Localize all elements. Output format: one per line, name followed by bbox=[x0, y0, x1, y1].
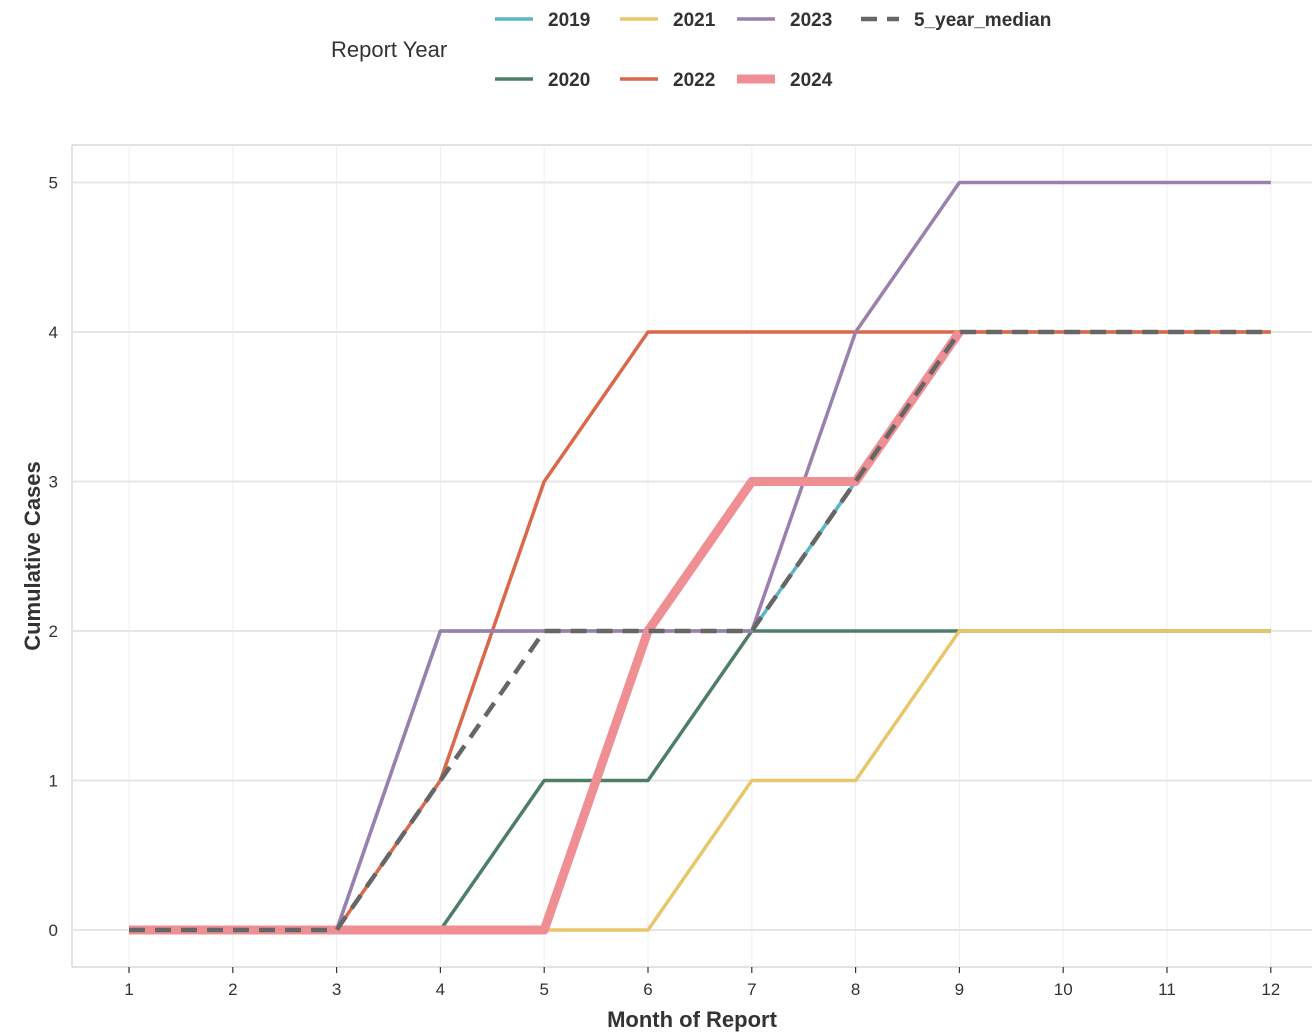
y-tick-label: 2 bbox=[49, 622, 58, 641]
x-tick-label: 3 bbox=[332, 980, 341, 999]
x-axis-title: Month of Report bbox=[607, 1007, 778, 1032]
x-axis-ticks: 1 2 3 4 5 6 7 8 9 10 11 12 bbox=[124, 967, 1280, 999]
y-tick-label: 3 bbox=[49, 473, 58, 492]
legend-label-2020: 2020 bbox=[548, 70, 590, 91]
legend-label-2021: 2021 bbox=[673, 10, 716, 31]
legend-title: Report Year bbox=[331, 37, 447, 62]
y-axis-ticks: 0 1 2 3 4 5 bbox=[49, 174, 58, 941]
legend-item-5_year_median: 5_year_median bbox=[861, 10, 1051, 31]
plot-area bbox=[71, 144, 1312, 968]
x-tick-label: 6 bbox=[643, 980, 652, 999]
legend-label-2022: 2022 bbox=[673, 70, 715, 91]
legend-label-2023: 2023 bbox=[790, 10, 832, 31]
legend-item-2021: 2021 bbox=[620, 10, 716, 31]
x-tick-label: 4 bbox=[436, 980, 445, 999]
x-tick-label: 2 bbox=[228, 980, 237, 999]
y-axis-title: Cumulative Cases bbox=[20, 461, 45, 651]
x-tick-label: 1 bbox=[124, 980, 133, 999]
y-tick-label: 0 bbox=[49, 921, 58, 940]
series-lines bbox=[129, 180, 1271, 935]
y-tick-label: 4 bbox=[49, 323, 58, 342]
x-tick-label: 9 bbox=[955, 980, 964, 999]
x-tick-label: 10 bbox=[1054, 980, 1073, 999]
legend-label-2019: 2019 bbox=[548, 10, 590, 31]
legend-item-2019: 2019 bbox=[495, 10, 590, 31]
x-tick-label: 11 bbox=[1158, 980, 1176, 999]
y-tick-label: 1 bbox=[49, 772, 58, 791]
legend: Report Year 2019 2021 2023 5_year_median 202… bbox=[331, 10, 1051, 91]
legend-item-2022: 2022 bbox=[620, 70, 715, 91]
legend-items: 2019 2021 2023 5_year_median 2020 2022 2024 bbox=[495, 10, 1051, 91]
x-tick-label: 12 bbox=[1261, 980, 1280, 999]
series-line-5_year_median bbox=[129, 329, 1271, 933]
x-tick-label: 7 bbox=[747, 980, 756, 999]
legend-item-2023: 2023 bbox=[737, 10, 832, 31]
x-tick-label: 8 bbox=[851, 980, 860, 999]
legend-label-5_year_median: 5_year_median bbox=[914, 10, 1051, 31]
legend-item-2020: 2020 bbox=[495, 70, 590, 91]
x-tick-label: 5 bbox=[539, 980, 548, 999]
legend-item-2024: 2024 bbox=[737, 70, 833, 91]
plot-background bbox=[72, 145, 1312, 967]
y-tick-label: 5 bbox=[49, 174, 58, 193]
legend-label-2024: 2024 bbox=[790, 70, 833, 91]
